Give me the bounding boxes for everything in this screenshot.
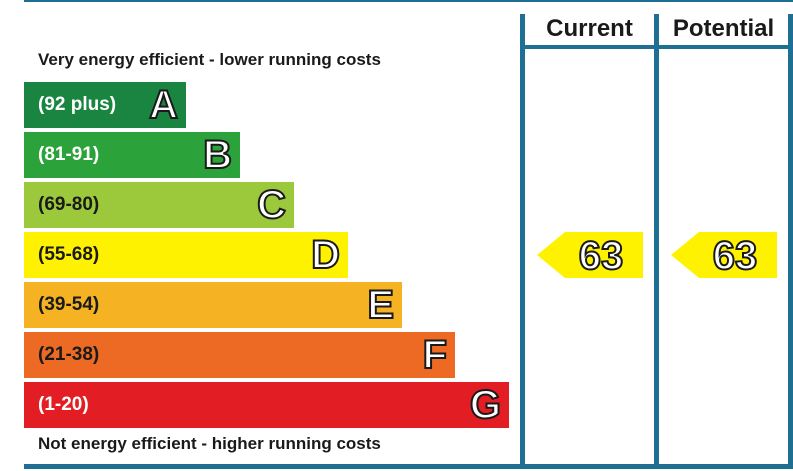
band-letter: E [366, 282, 395, 328]
rating-value: 63 [712, 233, 759, 279]
potential-column-header: Potential [672, 15, 775, 42]
column-divider-middle [654, 14, 659, 469]
bottom-caption: Not energy efficient - higher running co… [38, 434, 381, 453]
band-letter: D [310, 232, 341, 278]
current-rating-arrow: 63 [537, 232, 643, 279]
top-caption: Very energy efficient - lower running co… [38, 50, 381, 69]
band-range-label: (21-38) [38, 344, 100, 365]
band-f: (21-38) F [24, 332, 455, 378]
top-border [24, 0, 793, 2]
band-g: (1-20) G [24, 382, 509, 428]
band-range-label: (1-20) [38, 394, 89, 415]
band-letter: B [202, 132, 233, 178]
potential-rating-arrow: 63 [671, 232, 777, 279]
band-b: (81-91) B [24, 132, 240, 178]
column-divider-right [788, 14, 793, 469]
band-d: (55-68) D [24, 232, 348, 278]
column-divider-left [520, 14, 525, 469]
band-range-label: (81-91) [38, 144, 100, 165]
bottom-border [24, 464, 793, 469]
rating-value: 63 [578, 233, 625, 279]
header-underline [520, 45, 793, 49]
band-e: (39-54) E [24, 282, 402, 328]
band-range-label: (69-80) [38, 194, 100, 215]
band-letter: A [148, 82, 179, 128]
band-range-label: (39-54) [38, 294, 100, 315]
arrow-shape [537, 232, 643, 278]
band-range-label: (55-68) [38, 244, 100, 265]
current-column-header: Current [546, 15, 633, 42]
band-a: (92 plus) A [24, 82, 186, 128]
band-letter: F [422, 332, 448, 378]
band-letter: G [469, 382, 502, 428]
band-range-label: (92 plus) [38, 94, 117, 115]
band-letter: C [256, 182, 287, 228]
band-c: (69-80) C [24, 182, 294, 228]
arrow-shape [671, 232, 777, 278]
